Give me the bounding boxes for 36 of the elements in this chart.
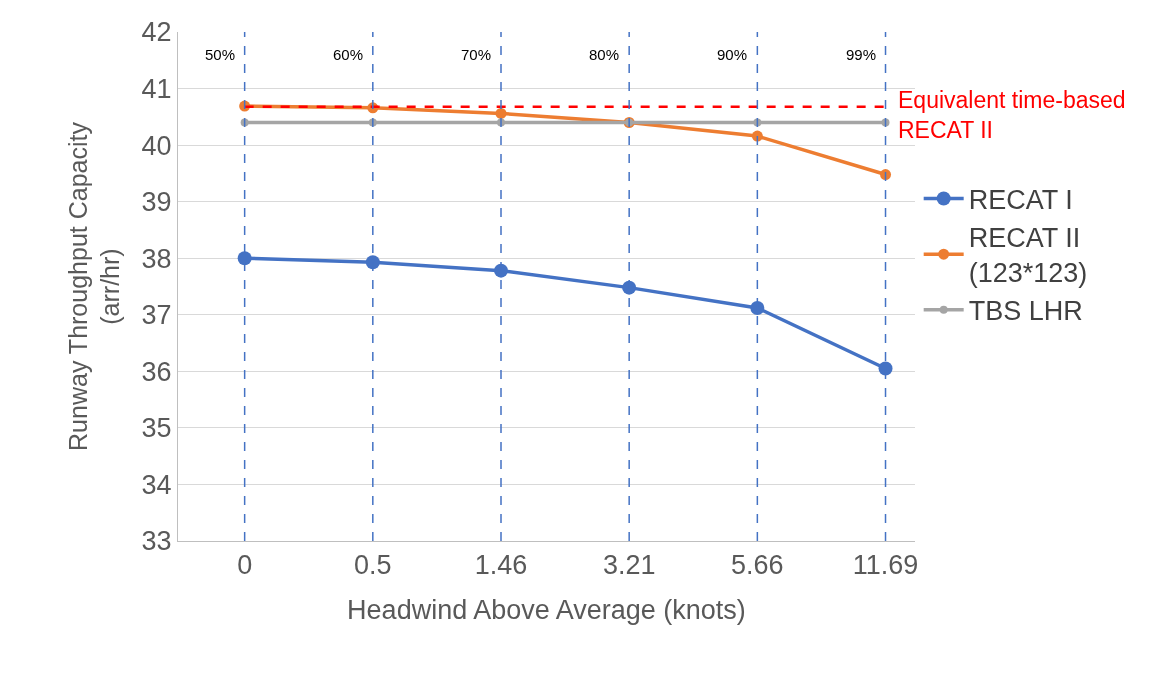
y-tick-label: 38 bbox=[141, 243, 172, 274]
point bbox=[495, 107, 507, 119]
y-tick-label: 33 bbox=[141, 526, 172, 557]
ref-line-label: 99% bbox=[846, 46, 877, 63]
point bbox=[880, 169, 892, 181]
legend-label: RECAT II (123*123) bbox=[968, 223, 1088, 289]
x-tick-label: 3.21 bbox=[602, 550, 656, 581]
y-axis-title: Runway Throughput Capacity (arr/hr) bbox=[63, 121, 125, 451]
point bbox=[494, 263, 508, 278]
x-axis-title: Headwind Above Average (knots) bbox=[347, 594, 746, 625]
y-tick-label: 42 bbox=[141, 17, 172, 48]
ref-line-label: 70% bbox=[461, 46, 492, 63]
y-tick-label: 40 bbox=[141, 130, 172, 161]
ref-line-label: Equivalent time-based RECAT II bbox=[898, 87, 1126, 143]
ref-line-label: 50% bbox=[205, 46, 236, 63]
point bbox=[750, 300, 765, 315]
x-tick-label: 1.46 bbox=[474, 550, 528, 581]
legend-label: TBS LHR bbox=[968, 296, 1083, 327]
y-tick-label: 34 bbox=[141, 469, 172, 500]
y-tick-label: 36 bbox=[141, 356, 172, 387]
x-tick-label: 0 bbox=[237, 550, 253, 581]
ref-line-label: 80% bbox=[589, 46, 620, 63]
point bbox=[751, 130, 763, 142]
y-tick-label: 41 bbox=[141, 74, 172, 105]
ref-line-label: 90% bbox=[717, 46, 748, 63]
y-tick-label: 37 bbox=[141, 300, 172, 331]
legend-label: RECAT I bbox=[968, 185, 1073, 216]
y-tick-label: 35 bbox=[141, 413, 172, 444]
point bbox=[365, 255, 380, 270]
x-tick-label: 5.66 bbox=[731, 550, 784, 581]
point bbox=[237, 251, 252, 266]
ref-line-label: 60% bbox=[333, 46, 364, 63]
y-tick-label: 39 bbox=[141, 187, 172, 218]
x-tick-label: 11.69 bbox=[852, 550, 919, 581]
point bbox=[878, 361, 893, 376]
x-tick-label: 0.5 bbox=[354, 550, 392, 581]
